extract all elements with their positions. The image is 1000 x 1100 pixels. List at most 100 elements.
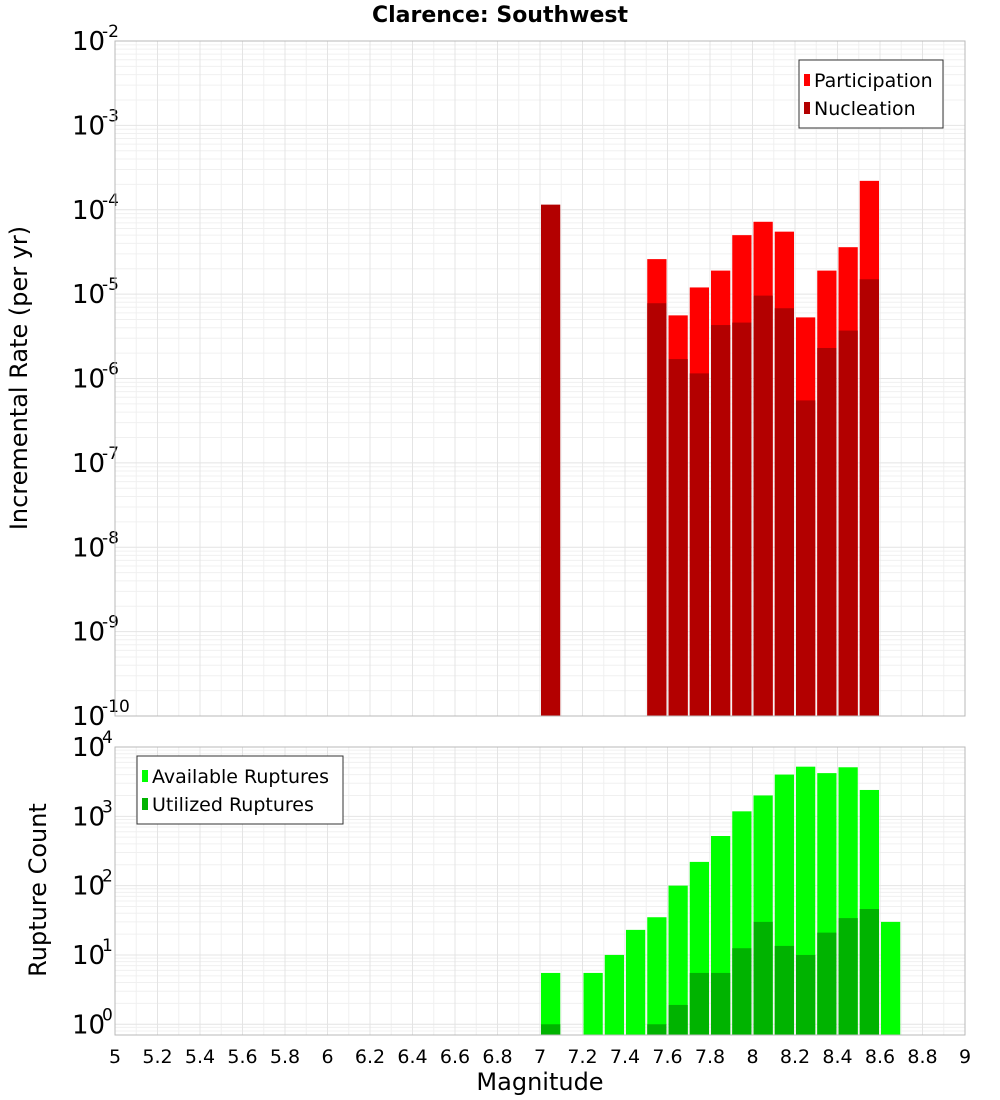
x-tick-label: 5 <box>109 1046 121 1068</box>
top-plot: 10-1010-910-810-710-610-510-410-310-2Par… <box>72 22 966 732</box>
bottom-y-tick-exponent: 2 <box>102 867 113 887</box>
bottom-bar-utilized-ruptures <box>732 948 752 1035</box>
top-y-tick-label: 10 <box>72 702 105 732</box>
bottom-bar-available-ruptures <box>604 954 624 1035</box>
chart-title: Clarence: Southwest <box>372 3 629 28</box>
bottom-bar-utilized-ruptures <box>689 972 709 1035</box>
top-legend: Participation Nucleation <box>798 59 944 129</box>
bottom-bar-utilized-ruptures <box>647 1024 667 1035</box>
top-legend-swatch <box>804 74 810 86</box>
top-y-tick-exponent: -5 <box>102 275 119 295</box>
top-y-tick-exponent: -4 <box>102 191 119 211</box>
top-legend-label: Nucleation <box>814 98 916 120</box>
bottom-bar-utilized-ruptures <box>753 921 773 1035</box>
top-y-tick-label: 10 <box>72 111 105 141</box>
top-bar-nucleation <box>541 204 561 717</box>
bottom-legend-swatch <box>142 770 148 782</box>
top-plot-frame <box>114 40 966 717</box>
top-bar-nucleation <box>689 373 709 716</box>
bottom-y-tick-exponent: 4 <box>102 728 113 748</box>
x-tick-label: 7.8 <box>695 1046 725 1068</box>
bottom-y-tick-label: 10 <box>72 941 105 971</box>
top-legend-swatch <box>804 102 810 114</box>
top-y-tick-exponent: -3 <box>102 106 119 126</box>
bottom-legend: Available Ruptures Utilized Ruptures <box>136 755 344 825</box>
bottom-legend-label: Utilized Ruptures <box>152 794 314 816</box>
x-tick-label: 5.8 <box>270 1046 300 1068</box>
x-tick-label: 8.2 <box>780 1046 810 1068</box>
top-y-tick-label: 10 <box>72 196 105 226</box>
bottom-y-axis-label: Rupture Count <box>24 803 52 977</box>
bottom-bar-utilized-ruptures <box>668 1004 688 1035</box>
bottom-legend-box <box>136 755 344 825</box>
x-tick-label: 8.6 <box>865 1046 895 1068</box>
bottom-y-tick-label: 10 <box>72 872 105 902</box>
x-tick-label: 6.6 <box>440 1046 470 1068</box>
top-y-tick-label: 10 <box>72 449 105 479</box>
bottom-bar-available-ruptures <box>541 972 561 1035</box>
x-tick-label: 6.2 <box>355 1046 385 1068</box>
top-y-tick-exponent: -9 <box>102 613 119 633</box>
x-tick-label: 7 <box>534 1046 546 1068</box>
x-tick-label: 6 <box>321 1046 333 1068</box>
x-tick-label: 8 <box>746 1046 758 1068</box>
top-y-tick-exponent: -6 <box>102 360 119 380</box>
bottom-y-tick-exponent: 0 <box>102 1005 113 1025</box>
bottom-legend-swatch <box>142 798 148 810</box>
top-y-tick-exponent: -2 <box>102 22 119 42</box>
x-axis-label: Magnitude <box>476 1068 603 1096</box>
x-tick-label: 7.2 <box>567 1046 597 1068</box>
bottom-y-tick-exponent: 1 <box>102 936 113 956</box>
top-bar-nucleation <box>668 359 688 716</box>
bottom-bar-utilized-ruptures <box>838 918 858 1035</box>
top-y-tick-label: 10 <box>72 280 105 310</box>
x-tick-label: 8.8 <box>907 1046 937 1068</box>
x-tick-label: 8.4 <box>822 1046 852 1068</box>
x-tick-label: 7.4 <box>610 1046 640 1068</box>
top-bar-nucleation <box>732 322 752 716</box>
bottom-bar-available-ruptures <box>668 885 688 1035</box>
bottom-bar-available-ruptures <box>647 917 667 1035</box>
x-tick-label: 5.2 <box>142 1046 172 1068</box>
bottom-bar-utilized-ruptures <box>817 932 837 1035</box>
bottom-bar-utilized-ruptures <box>774 945 794 1035</box>
top-y-axis-label: Incremental Rate (per yr) <box>5 226 33 530</box>
top-legend-box <box>798 59 944 129</box>
bottom-bar-available-ruptures <box>626 929 646 1035</box>
top-y-tick-label: 10 <box>72 618 105 648</box>
top-bar-nucleation <box>647 303 667 716</box>
top-bar-nucleation <box>859 279 879 716</box>
top-y-tick-exponent: -7 <box>102 444 119 464</box>
top-legend-label: Participation <box>814 70 933 92</box>
x-tick-label: 6.8 <box>482 1046 512 1068</box>
top-bar-nucleation <box>838 330 858 716</box>
x-tick-label: 6.4 <box>397 1046 427 1068</box>
bottom-y-tick-exponent: 3 <box>102 797 113 817</box>
top-y-tick-label: 10 <box>72 365 105 395</box>
x-tick-label: 5.6 <box>227 1046 257 1068</box>
top-bar-nucleation <box>796 400 816 716</box>
top-bar-nucleation <box>817 347 837 716</box>
bottom-bar-available-ruptures <box>583 972 603 1035</box>
top-bar-nucleation <box>774 308 794 716</box>
top-y-tick-exponent: -8 <box>102 528 119 548</box>
bottom-y-tick-label: 10 <box>72 733 105 763</box>
top-y-tick-label: 10 <box>72 533 105 563</box>
bottom-y-tick-label: 10 <box>72 802 105 832</box>
bottom-bar-utilized-ruptures <box>541 1024 561 1035</box>
bottom-bar-utilized-ruptures <box>711 972 731 1035</box>
top-bar-nucleation <box>711 325 731 716</box>
top-y-tick-exponent: -10 <box>102 697 130 717</box>
bottom-bar-utilized-ruptures <box>796 954 816 1035</box>
top-bar-nucleation <box>753 295 773 716</box>
bottom-y-tick-label: 10 <box>72 1010 105 1040</box>
bottom-bar-available-ruptures <box>881 921 901 1035</box>
x-tick-label: 7.6 <box>652 1046 682 1068</box>
x-tick-label: 5.4 <box>185 1046 215 1068</box>
bottom-legend-label: Available Ruptures <box>152 766 329 788</box>
top-y-tick-label: 10 <box>72 27 105 57</box>
bottom-bar-utilized-ruptures <box>859 909 879 1035</box>
x-tick-label: 9 <box>959 1046 971 1068</box>
